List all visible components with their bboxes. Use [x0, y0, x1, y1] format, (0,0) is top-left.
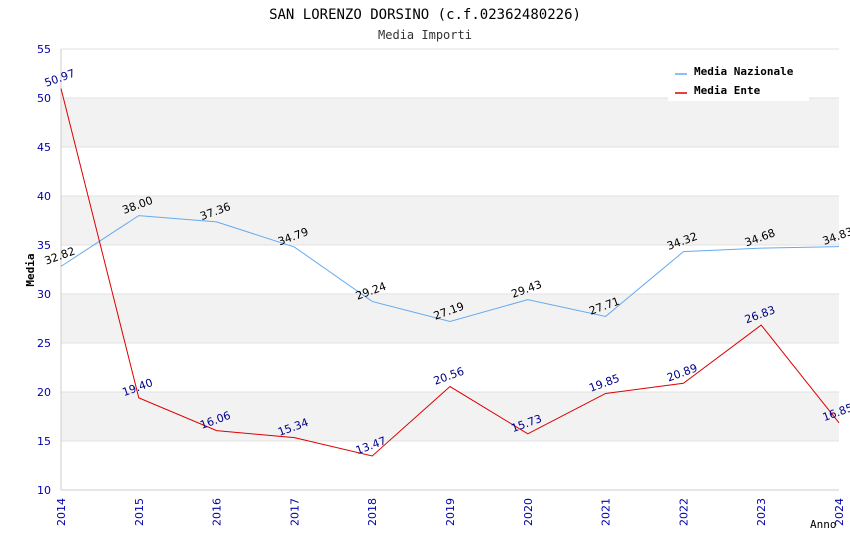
y-tick-label: 10 [37, 484, 51, 497]
chart-subtitle: Media Importi [378, 28, 472, 42]
y-axis-label: Media [24, 253, 37, 286]
legend-label-media-nazionale: Media Nazionale [694, 65, 794, 78]
y-tick-label: 20 [37, 386, 51, 399]
series-line-media-nazionale [60, 215, 840, 323]
x-tick-label: 2021 [600, 498, 613, 526]
y-tick-label: 55 [37, 43, 51, 56]
background-band [61, 98, 839, 147]
y-tick-label: 15 [37, 435, 51, 448]
x-tick-label: 2018 [366, 498, 379, 526]
data-label-media-ente: 50.97 [43, 67, 77, 90]
data-label-media-ente: 20.89 [665, 361, 699, 384]
y-tick-label: 30 [37, 288, 51, 301]
x-tick-labels: 2014 2015 2016 2017 2018 2019 2020 2021 2022 2023… [55, 498, 846, 526]
legend-label-media-ente: Media Ente [694, 84, 761, 97]
y-tick-label: 25 [37, 337, 51, 350]
data-label-media-ente: 20.56 [432, 365, 466, 388]
x-axis-label: Anno [810, 518, 837, 531]
x-tick-label: 2016 [211, 498, 224, 526]
background-bands [61, 98, 839, 441]
x-tick-label: 2020 [522, 498, 535, 526]
x-tick-label: 2024 [833, 498, 846, 526]
y-tick-labels: 10 15 20 25 30 35 40 45 50 55 [37, 43, 51, 497]
gridlines [61, 48, 839, 491]
data-label-media-ente: 19.85 [587, 372, 621, 395]
legend-box [668, 60, 809, 101]
background-band [61, 294, 839, 343]
x-tick-label: 2019 [444, 498, 457, 526]
x-tick-label: 2023 [755, 498, 768, 526]
series-lines [60, 88, 840, 457]
y-tick-label: 35 [37, 239, 51, 252]
y-tick-label: 50 [37, 92, 51, 105]
background-band [61, 196, 839, 245]
x-tick-label: 2015 [133, 498, 146, 526]
series-line-media-ente [60, 88, 840, 457]
x-tick-label: 2022 [677, 498, 690, 526]
y-tick-label: 40 [37, 190, 51, 203]
chart-title: SAN LORENZO DORSINO (c.f.02362480226) [269, 7, 581, 23]
y-tick-label: 45 [37, 141, 51, 154]
x-tick-label: 2014 [55, 498, 68, 526]
legend: Media Nazionale Media Ente [668, 60, 809, 101]
background-band [61, 392, 839, 441]
x-tick-label: 2017 [288, 498, 301, 526]
